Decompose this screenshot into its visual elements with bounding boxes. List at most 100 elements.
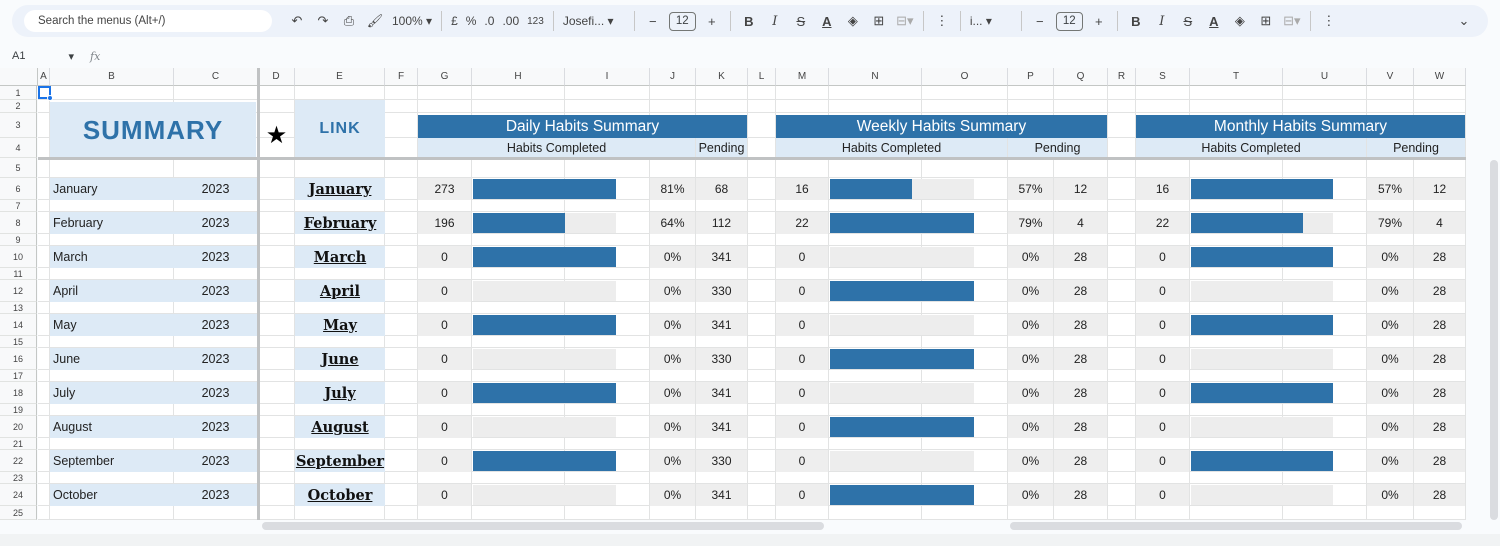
month-link[interactable]: April	[295, 280, 385, 302]
row-header-16[interactable]: 16	[0, 348, 37, 370]
column-header-a[interactable]: A	[38, 68, 50, 86]
text-color-icon[interactable]: A	[822, 13, 832, 29]
row-header-14[interactable]: 14	[0, 314, 37, 336]
selection-handle[interactable]	[47, 95, 53, 101]
row-header-1[interactable]: 1	[0, 86, 37, 100]
row-header-11[interactable]: 11	[0, 268, 37, 280]
row-header-6[interactable]: 6	[0, 178, 37, 200]
row-header-3[interactable]: 3	[0, 113, 37, 138]
column-header-u[interactable]: U	[1283, 68, 1367, 86]
column-header-d[interactable]: D	[258, 68, 295, 86]
column-header-j[interactable]: J	[650, 68, 696, 86]
row-header-19[interactable]: 19	[0, 404, 37, 416]
undo-icon[interactable]: ↶	[291, 13, 303, 28]
column-header-c[interactable]: C	[174, 68, 258, 86]
row-header-13[interactable]: 13	[0, 302, 37, 314]
bold-icon-2[interactable]: B	[1131, 13, 1141, 29]
row-header-9[interactable]: 9	[0, 234, 37, 246]
borders-icon-2[interactable]: ⊞	[1260, 13, 1272, 28]
month-link[interactable]: September	[295, 450, 385, 472]
row-header-2[interactable]: 2	[0, 100, 37, 113]
active-cell-a1[interactable]	[38, 86, 51, 99]
month-link[interactable]: February	[295, 212, 385, 234]
row-header-25[interactable]: 25	[0, 506, 37, 520]
row-header-22[interactable]: 22	[0, 450, 37, 472]
row-header-10[interactable]: 10	[0, 246, 37, 268]
more-options-icon[interactable]: ⋮	[935, 13, 949, 28]
row-header-15[interactable]: 15	[0, 336, 37, 348]
column-header-o[interactable]: O	[922, 68, 1008, 86]
italic-icon-2[interactable]: I	[1159, 13, 1165, 29]
merge-cells-icon[interactable]: ⊟▾	[896, 13, 914, 28]
font-family-select[interactable]: Josefi... ▾	[562, 14, 614, 28]
month-link[interactable]: August	[295, 416, 385, 438]
month-link[interactable]: May	[295, 314, 385, 336]
font-size-input-2[interactable]: 12	[1055, 11, 1083, 31]
row-header-7[interactable]: 7	[0, 200, 37, 212]
row-header-4[interactable]: 4	[0, 138, 37, 158]
zoom-select[interactable]: 100% ▾	[392, 14, 433, 28]
column-header-p[interactable]: P	[1008, 68, 1054, 86]
name-box[interactable]: A1 ▾	[0, 50, 80, 63]
month-link[interactable]: January	[295, 178, 385, 200]
column-header-n[interactable]: N	[829, 68, 922, 86]
row-header-21[interactable]: 21	[0, 438, 37, 450]
month-link[interactable]: October	[295, 484, 385, 506]
month-link[interactable]: March	[295, 246, 385, 268]
month-link[interactable]: July	[295, 382, 385, 404]
number-format-button[interactable]: 123	[527, 15, 544, 27]
increase-decimal-button[interactable]: .00	[502, 14, 520, 28]
frozen-column-divider[interactable]	[257, 68, 260, 520]
print-icon[interactable]: ⎙	[343, 13, 355, 28]
row-header-23[interactable]: 23	[0, 472, 37, 484]
column-header-l[interactable]: L	[748, 68, 776, 86]
row-header-17[interactable]: 17	[0, 370, 37, 382]
font-size-increase-icon-2[interactable]: +	[1095, 13, 1103, 29]
font-size-input[interactable]: 12	[668, 11, 696, 31]
italic-icon[interactable]: I	[772, 13, 778, 29]
column-header-q[interactable]: Q	[1054, 68, 1108, 86]
menu-search-input[interactable]: Search the menus (Alt+/)	[24, 10, 272, 32]
column-header-w[interactable]: W	[1414, 68, 1466, 86]
column-header-g[interactable]: G	[418, 68, 472, 86]
column-header-b[interactable]: B	[50, 68, 174, 86]
frozen-row-divider[interactable]	[38, 157, 1466, 160]
horizontal-scrollbar-left[interactable]	[262, 522, 824, 530]
percent-button[interactable]: %	[465, 14, 477, 28]
month-link[interactable]: June	[295, 348, 385, 370]
currency-button[interactable]: £	[451, 14, 458, 28]
merge-cells-icon-2[interactable]: ⊟▾	[1283, 13, 1301, 28]
borders-icon[interactable]: ⊞	[873, 13, 885, 28]
column-header-t[interactable]: T	[1190, 68, 1283, 86]
row-header-8[interactable]: 8	[0, 212, 37, 234]
font-family-select-2[interactable]: i... ▾	[969, 14, 992, 28]
text-color-icon-2[interactable]: A	[1209, 13, 1219, 29]
column-header-k[interactable]: K	[696, 68, 748, 86]
vertical-scrollbar[interactable]	[1490, 160, 1498, 520]
row-header-12[interactable]: 12	[0, 280, 37, 302]
strikethrough-icon-2[interactable]: S	[1183, 13, 1193, 29]
column-header-h[interactable]: H	[472, 68, 565, 86]
row-header-20[interactable]: 20	[0, 416, 37, 438]
column-header-s[interactable]: S	[1136, 68, 1190, 86]
bold-icon[interactable]: B	[744, 13, 754, 29]
column-header-e[interactable]: E	[295, 68, 385, 86]
font-size-decrease-icon[interactable]: −	[649, 13, 657, 29]
column-header-v[interactable]: V	[1367, 68, 1414, 86]
row-header-5[interactable]: 5	[0, 158, 37, 178]
select-all-corner[interactable]	[0, 68, 38, 86]
decrease-decimal-button[interactable]: .0	[484, 14, 495, 28]
row-header-24[interactable]: 24	[0, 484, 37, 506]
column-header-i[interactable]: I	[565, 68, 650, 86]
column-header-m[interactable]: M	[776, 68, 829, 86]
redo-icon[interactable]: ↷	[317, 13, 329, 28]
collapse-toolbar-icon[interactable]: ⌄	[1458, 13, 1470, 28]
strikethrough-icon[interactable]: S	[796, 13, 806, 29]
font-size-increase-icon[interactable]: +	[708, 13, 716, 29]
column-header-r[interactable]: R	[1108, 68, 1136, 86]
more-options-icon-2[interactable]: ⋮	[1322, 13, 1336, 28]
column-header-f[interactable]: F	[385, 68, 418, 86]
fill-color-icon[interactable]: ◈	[847, 13, 858, 28]
paint-format-icon[interactable]: 🖌	[366, 13, 384, 28]
row-header-18[interactable]: 18	[0, 382, 37, 404]
